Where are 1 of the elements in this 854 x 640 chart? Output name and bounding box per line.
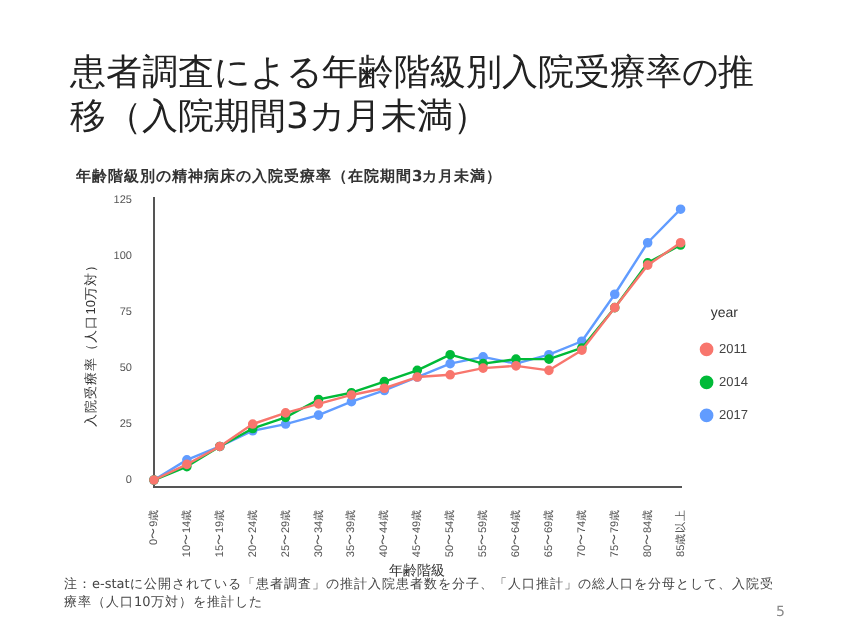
chart-title: 患者調査による年齢階級別入院受療率の推移（入院期間3カ月未満） (70, 52, 756, 140)
